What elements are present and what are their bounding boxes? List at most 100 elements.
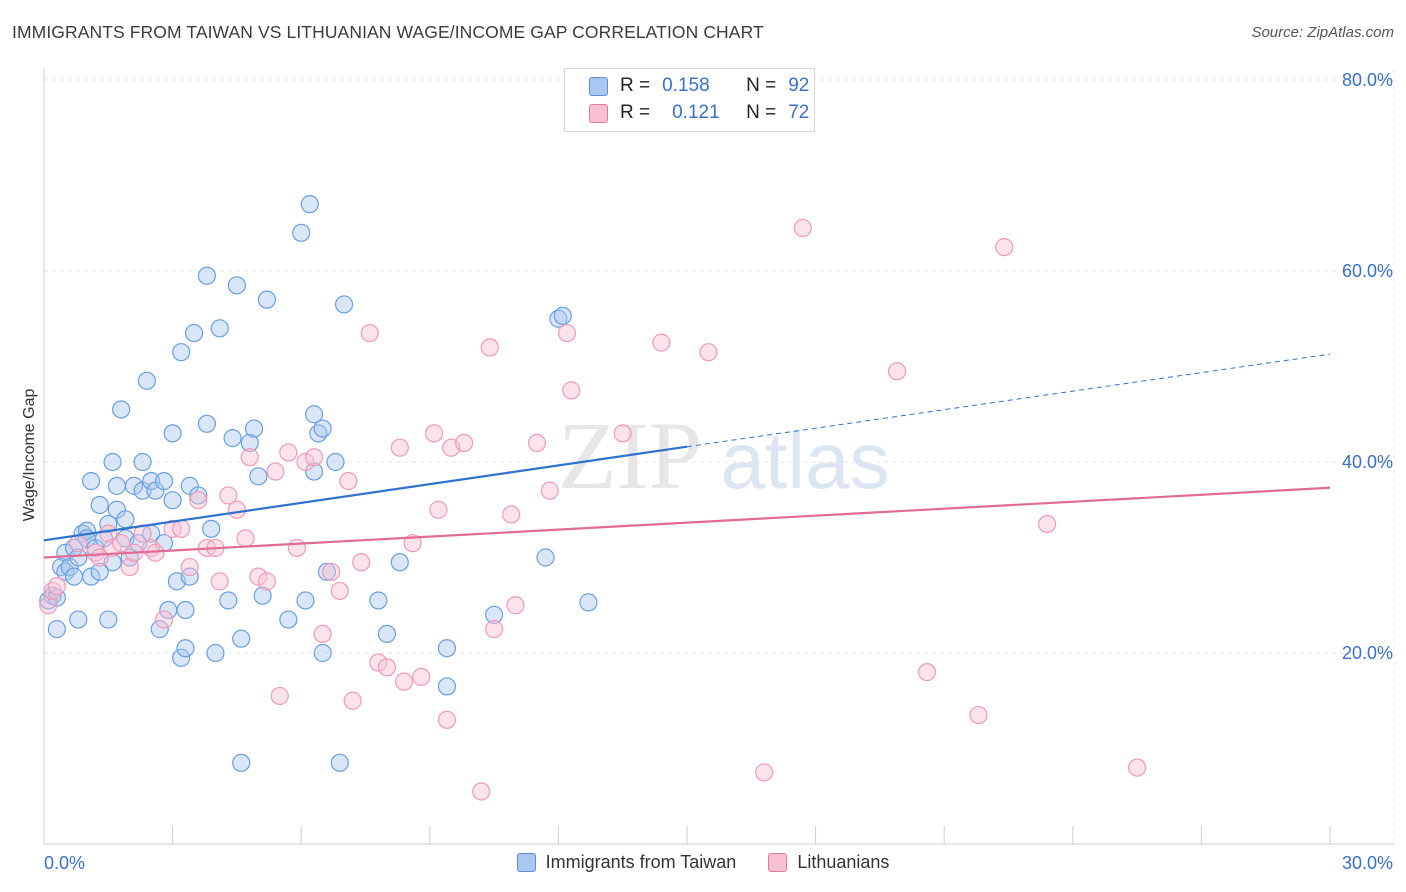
bottom-legend: Immigrants from Taiwan Lithuanians <box>0 852 1406 873</box>
legend-r-value: 0.121 <box>672 102 720 123</box>
point-taiwan <box>223 429 242 448</box>
point-lithuanians <box>240 448 259 467</box>
point-lithuanians <box>287 538 307 558</box>
trend-line-lithuanians <box>43 486 1331 559</box>
point-taiwan <box>202 519 221 538</box>
legend-swatch-lithuanians <box>589 103 608 123</box>
legend-n-value: 92 <box>788 75 810 96</box>
point-lithuanians <box>270 686 289 706</box>
point-taiwan <box>579 593 598 612</box>
point-taiwan <box>184 323 204 343</box>
point-taiwan <box>133 452 152 472</box>
point-lithuanians <box>424 424 444 443</box>
bottom-legend-label-taiwan: Immigrants from Taiwan <box>545 852 737 872</box>
point-lithuanians <box>219 486 238 505</box>
point-lithuanians <box>527 433 547 452</box>
point-lithuanians <box>236 529 255 548</box>
point-lithuanians <box>227 500 246 519</box>
point-taiwan <box>90 495 109 515</box>
series-taiwan-points <box>39 195 598 772</box>
point-lithuanians <box>210 572 229 591</box>
point-taiwan <box>176 639 195 658</box>
point-taiwan <box>197 414 216 433</box>
legend-row-taiwan: R = 0.158 N = 92 <box>589 73 809 99</box>
point-taiwan <box>82 567 101 586</box>
point-taiwan <box>116 510 135 529</box>
point-taiwan <box>210 319 229 338</box>
bottom-legend-label-lithuanians: Lithuanians <box>797 852 890 872</box>
point-taiwan <box>232 753 251 772</box>
point-taiwan <box>553 306 572 325</box>
point-taiwan <box>64 567 84 586</box>
point-taiwan <box>253 586 272 605</box>
point-taiwan <box>437 639 457 658</box>
point-taiwan <box>150 620 169 639</box>
point-lithuanians <box>403 534 422 553</box>
point-lithuanians <box>485 620 504 639</box>
point-lithuanians <box>266 462 285 481</box>
legend-box: R = 0.158 N = 92 R = 0.121 N = 72 <box>564 68 815 132</box>
legend-swatch-taiwan <box>589 76 608 96</box>
point-lithuanians <box>360 323 379 343</box>
point-lithuanians <box>1127 758 1147 777</box>
point-taiwan <box>163 491 182 510</box>
point-taiwan <box>326 452 345 472</box>
point-lithuanians <box>480 338 499 357</box>
bottom-legend-taiwan[interactable]: Immigrants from Taiwan <box>516 852 737 873</box>
point-lithuanians <box>154 610 174 629</box>
point-lithuanians <box>995 238 1014 257</box>
bottom-legend-swatch-taiwan <box>516 853 536 872</box>
point-taiwan <box>163 424 182 443</box>
trend-line-taiwan <box>43 445 688 542</box>
point-taiwan <box>172 343 191 362</box>
point-taiwan <box>300 195 319 214</box>
point-taiwan <box>103 452 122 472</box>
legend-n-label: N = <box>746 102 777 123</box>
point-lithuanians <box>39 596 58 615</box>
point-taiwan <box>244 419 264 438</box>
y-tick-label: 40.0% <box>1342 452 1393 472</box>
tick-labels: 20.0% 40.0% 60.0% 80.0% 0.0% 30.0% <box>44 70 1393 873</box>
point-taiwan <box>189 486 208 505</box>
point-taiwan <box>69 610 88 629</box>
point-lithuanians <box>180 557 199 577</box>
point-taiwan <box>304 405 324 424</box>
point-taiwan <box>330 753 349 772</box>
point-taiwan <box>313 419 332 438</box>
point-taiwan <box>279 610 298 629</box>
x-tick-label-max: 30.0% <box>1342 853 1393 873</box>
legend-r-value: 0.158 <box>662 75 710 96</box>
legend-row-lithuanians: R = 0.121 N = 72 <box>589 100 809 126</box>
point-lithuanians <box>112 534 131 553</box>
series-lithuanians-points <box>39 218 1147 801</box>
trend-line-taiwan-extension <box>686 353 1331 448</box>
point-taiwan <box>180 567 199 586</box>
point-lithuanians <box>1037 514 1057 534</box>
legend-r-label: R = <box>620 75 651 96</box>
point-taiwan <box>219 591 238 610</box>
point-taiwan <box>334 295 354 314</box>
point-taiwan <box>369 591 388 610</box>
point-lithuanians <box>330 581 349 601</box>
point-lithuanians <box>304 448 324 467</box>
point-taiwan <box>107 476 126 495</box>
point-taiwan <box>232 629 251 648</box>
bottom-legend-lithuanians[interactable]: Lithuanians <box>768 852 889 873</box>
point-lithuanians <box>394 672 414 691</box>
point-taiwan <box>176 600 195 620</box>
point-lithuanians <box>699 343 718 362</box>
point-taiwan <box>142 472 161 491</box>
point-lithuanians <box>343 691 362 710</box>
point-lithuanians <box>562 381 581 400</box>
point-taiwan <box>296 591 315 610</box>
point-taiwan <box>124 476 144 495</box>
point-taiwan <box>485 605 504 624</box>
point-lithuanians <box>652 333 671 352</box>
point-taiwan <box>69 548 88 567</box>
point-lithuanians <box>339 472 358 491</box>
point-lithuanians <box>429 500 448 519</box>
point-lithuanians <box>189 491 208 510</box>
point-taiwan <box>227 276 246 295</box>
point-taiwan <box>112 400 131 419</box>
